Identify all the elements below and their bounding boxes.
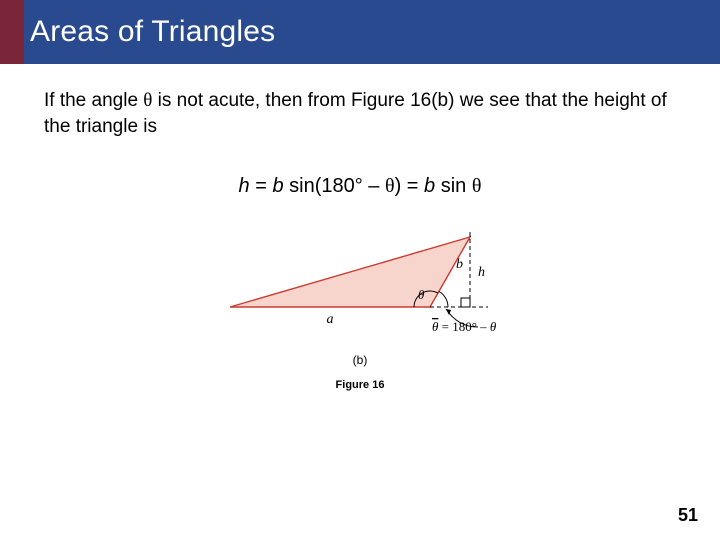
triangle-figure: a bh θ θ = 180° – θ bbox=[210, 222, 510, 342]
eq-minus: – bbox=[363, 175, 385, 197]
svg-text:b: b bbox=[456, 257, 463, 272]
eq-h: h bbox=[239, 175, 250, 197]
eq-deg: ° bbox=[355, 175, 363, 197]
intro-paragraph: If the angle θ is not acute, then from F… bbox=[44, 88, 676, 139]
eq-sin2: sin bbox=[435, 175, 472, 197]
title-main: Areas of Triangles bbox=[24, 0, 720, 64]
eq-eq1: = bbox=[250, 175, 273, 197]
eq-b2: b bbox=[424, 175, 435, 197]
para-pre: If the angle bbox=[44, 90, 143, 111]
page-number: 51 bbox=[678, 505, 698, 526]
title-accent bbox=[0, 0, 24, 64]
content-area: If the angle θ is not acute, then from F… bbox=[0, 64, 720, 391]
page-title: Areas of Triangles bbox=[30, 15, 275, 49]
eq-theta: θ bbox=[385, 175, 395, 197]
eq-theta2: θ bbox=[472, 175, 482, 197]
svg-text:h: h bbox=[478, 265, 485, 280]
eq-b1: b bbox=[272, 175, 283, 197]
svg-text:θ: θ bbox=[418, 287, 425, 302]
title-bar: Areas of Triangles bbox=[0, 0, 720, 64]
svg-text:θ = 180° – θ: θ = 180° – θ bbox=[432, 319, 497, 334]
figure-sublabel: (b) bbox=[44, 353, 676, 367]
figure-wrap: a bh θ θ = 180° – θ (b) Figure 16 bbox=[44, 222, 676, 391]
eq-close: ) = bbox=[395, 175, 424, 197]
figure-caption: Figure 16 bbox=[44, 379, 676, 391]
eq-sin1: sin(180 bbox=[284, 175, 355, 197]
svg-text:a: a bbox=[327, 312, 334, 327]
equation: h = b sin(180° – θ) = b sin θ bbox=[44, 175, 676, 198]
